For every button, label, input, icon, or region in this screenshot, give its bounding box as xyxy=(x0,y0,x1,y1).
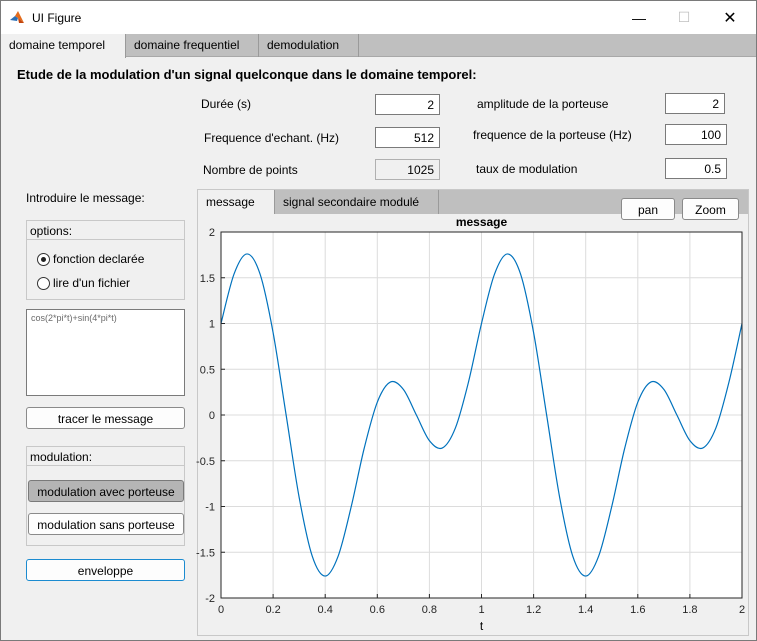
radio-lire-fichier-label: lire d'un fichier xyxy=(53,276,130,290)
intro-message-label: Introduire le message: xyxy=(26,191,145,205)
duree-label: Durée (s) xyxy=(201,97,252,111)
y-tick-label: 1 xyxy=(209,319,215,331)
radio-fonction-declaree-label: fonction declarée xyxy=(53,252,145,266)
plot-axes-box xyxy=(220,231,743,599)
y-tick-label: -1 xyxy=(205,502,215,514)
y-tick-label: 0 xyxy=(209,410,215,422)
message-series-line xyxy=(220,253,743,577)
window-title: UI Figure xyxy=(32,11,82,25)
radio-fonction-declaree[interactable]: fonction declarée xyxy=(37,252,144,266)
x-tick-label: 0.2 xyxy=(265,604,280,616)
tab-demodulation[interactable]: demodulation xyxy=(259,34,359,57)
x-tick-label: 0 xyxy=(218,604,224,616)
main-tab-bar: domaine temporel domaine frequentiel dem… xyxy=(1,34,756,58)
message-chart[interactable]: 0 0.2 0.4 0.6 0.8 1 1.2 1.4 1.6 1.8 2 -2 -1.5 -1 -0.5 0… xyxy=(196,212,748,635)
tab-signal-secondaire-module[interactable]: signal secondaire modulé xyxy=(275,190,439,214)
x-tick-label: 1.4 xyxy=(578,604,593,616)
minimize-button[interactable]: — xyxy=(632,9,646,26)
y-tick-label: 1.5 xyxy=(200,273,215,285)
x-tick-label: 1 xyxy=(478,604,484,616)
matlab-logo-icon xyxy=(10,11,24,23)
freq-porteuse-label: frequence de la porteuse (Hz) xyxy=(473,128,632,142)
options-title: options: xyxy=(27,221,184,240)
x-axis-label: t xyxy=(480,619,484,633)
x-tick-label: 2 xyxy=(739,604,745,616)
modulation-sans-porteuse-button[interactable]: modulation sans porteuse xyxy=(28,513,184,535)
enveloppe-button[interactable]: enveloppe xyxy=(26,559,185,581)
maximize-button[interactable]: ☐ xyxy=(677,9,691,25)
x-tick-label: 1.8 xyxy=(682,604,697,616)
close-button[interactable]: ✕ xyxy=(723,9,737,27)
amplitude-porteuse-field[interactable]: 2 xyxy=(665,93,725,114)
tracer-message-button[interactable]: tracer le message xyxy=(26,407,185,429)
duree-field[interactable]: 2 xyxy=(375,94,440,115)
nb-points-field: 1025 xyxy=(375,159,440,180)
radio-unselected-icon[interactable] xyxy=(37,276,50,290)
tab-domaine-frequentiel[interactable]: domaine frequentiel xyxy=(126,34,259,57)
modulation-avec-porteuse-button[interactable]: modulation avec porteuse xyxy=(28,480,184,502)
taux-modulation-label: taux de modulation xyxy=(476,162,578,176)
radio-lire-fichier[interactable]: lire d'un fichier xyxy=(37,276,130,290)
x-tick-label: 0.8 xyxy=(422,604,437,616)
y-tick-label: -0.5 xyxy=(196,456,215,468)
x-tick-label: 0.4 xyxy=(318,604,333,616)
options-panel: options: fonction declarée lire d'un fic… xyxy=(26,220,185,300)
x-tick-label: 1.6 xyxy=(630,604,645,616)
page-heading: Etude de la modulation d'un signal quelc… xyxy=(17,67,477,82)
plot-title: message xyxy=(456,215,508,229)
amplitude-porteuse-label: amplitude de la porteuse xyxy=(477,97,609,111)
y-tick-label: -2 xyxy=(205,593,215,605)
freq-echant-field[interactable]: 512 xyxy=(375,127,440,148)
tab-message[interactable]: message xyxy=(198,190,275,214)
y-tick-label: -1.5 xyxy=(196,547,215,559)
freq-porteuse-field[interactable]: 100 xyxy=(665,124,727,145)
y-tick-label: 2 xyxy=(209,227,215,239)
y-tick-label: 0.5 xyxy=(200,364,215,376)
taux-modulation-field[interactable]: 0.5 xyxy=(665,158,727,179)
title-bar: UI Figure — ☐ ✕ xyxy=(1,1,756,34)
tab-domaine-temporel[interactable]: domaine temporel xyxy=(1,34,126,58)
freq-echant-label: Frequence d'echant. (Hz) xyxy=(204,131,340,145)
x-tick-label: 1.2 xyxy=(526,604,541,616)
zoom-button[interactable]: Zoom xyxy=(682,198,739,220)
message-expression-input[interactable]: cos(2*pi*t)+sin(4*pi*t) xyxy=(26,309,185,396)
pan-button[interactable]: pan xyxy=(621,198,675,220)
nb-points-label: Nombre de points xyxy=(203,163,298,177)
radio-selected-icon[interactable] xyxy=(37,252,50,266)
x-tick-label: 0.6 xyxy=(370,604,385,616)
modulation-title: modulation: xyxy=(27,447,184,466)
